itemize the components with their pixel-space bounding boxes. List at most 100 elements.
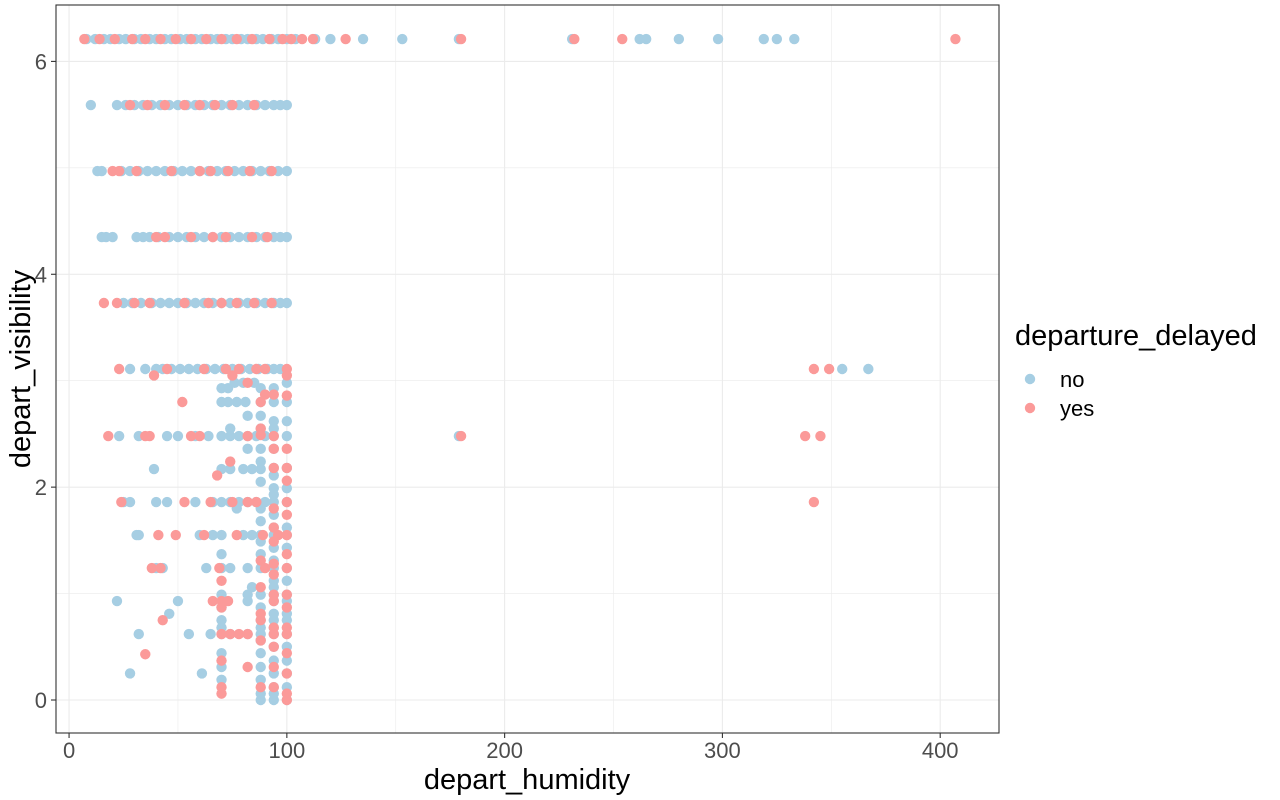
point-no [255,674,266,685]
point-no [281,655,293,666]
point-yes [233,628,245,640]
point-yes [198,529,210,541]
point-yes [131,165,142,177]
point-no [255,589,266,600]
y-axis-title: depart_visibility [5,269,37,468]
point-yes [244,165,256,177]
point-no [281,522,293,533]
point-yes [103,430,114,442]
point-no [255,476,266,488]
point-yes [455,33,467,45]
point-yes [207,231,218,243]
point-yes [281,562,293,574]
point-no [216,548,227,560]
point-yes [207,595,218,607]
legend: departure_delayed no yes [1015,320,1257,421]
point-yes [216,688,227,699]
point-yes [268,536,279,547]
point-yes [179,496,190,508]
point-yes [242,430,253,442]
legend-key-yes [1024,402,1036,414]
point-yes [155,562,166,574]
point-no [174,363,186,375]
point-no [124,496,136,508]
point-yes [113,363,125,375]
point-no [113,430,125,442]
point-yes [146,562,158,574]
axes: 0 100 200 300 400 0 2 4 6 [35,49,959,763]
point-no [85,99,97,111]
point-yes [129,297,140,309]
point-yes [216,33,227,45]
point-no [133,628,144,640]
point-yes [808,363,820,375]
point-no [216,674,227,685]
point-yes [307,33,319,45]
point-no [268,415,279,427]
point-yes [127,33,138,45]
point-yes [142,99,153,111]
point-yes [231,297,242,309]
point-no [209,363,221,375]
point-no [281,415,293,427]
point-yes [227,370,238,381]
y-tick-label: 2 [35,475,47,500]
point-yes [268,595,279,607]
point-no [789,33,800,45]
point-yes [216,575,227,586]
point-yes [281,589,293,600]
point-no [203,430,214,442]
point-yes [268,443,279,455]
point-yes [150,231,162,243]
point-no [268,614,279,626]
point-yes [281,509,293,521]
point-yes [205,496,216,508]
point-yes [268,661,279,673]
point-no [268,470,279,481]
point-yes [233,363,245,375]
point-no [259,99,271,111]
point-yes [222,165,234,177]
point-yes [268,628,279,640]
point-yes [266,297,277,309]
point-no [161,496,173,508]
point-yes [179,297,190,309]
point-yes [281,496,293,508]
point-yes [268,558,279,569]
legend-title: departure_delayed [1015,320,1257,352]
point-no [216,647,227,659]
point-yes [281,370,293,381]
point-yes [185,430,197,442]
point-no [216,430,227,442]
point-yes [262,231,273,243]
legend-items: no yes [1024,367,1094,421]
point-yes [251,496,262,508]
point-yes [201,33,212,45]
point-no [233,231,245,243]
point-yes [268,569,279,580]
point-no [225,430,236,442]
point-no [190,297,201,309]
point-yes [79,33,90,45]
point-no [183,363,195,375]
point-no [177,165,188,177]
point-yes [255,635,266,646]
point-no [281,297,293,309]
point-yes [268,641,279,652]
point-no [150,496,162,508]
point-yes [216,628,227,640]
point-no [246,529,258,541]
point-yes [281,548,293,560]
legend-key-no [1024,373,1036,385]
point-yes [159,99,171,111]
point-yes [242,661,253,673]
point-no [216,529,227,541]
x-tick-label: 100 [268,738,305,763]
point-yes [281,462,293,474]
point-no [255,463,266,475]
point-yes [157,614,168,626]
point-yes [216,655,227,666]
point-yes [268,682,279,693]
point-no [255,661,266,673]
point-no [216,614,227,626]
